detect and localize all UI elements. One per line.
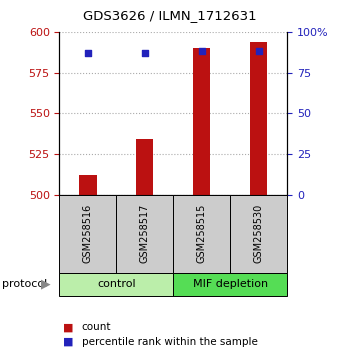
Text: GSM258517: GSM258517 bbox=[140, 204, 150, 263]
Text: ■: ■ bbox=[63, 322, 73, 332]
Text: control: control bbox=[97, 279, 136, 289]
Point bbox=[256, 48, 261, 54]
Bar bbox=[250, 42, 267, 195]
Bar bbox=[136, 139, 153, 195]
Text: ■: ■ bbox=[63, 337, 73, 347]
Text: GDS3626 / ILMN_1712631: GDS3626 / ILMN_1712631 bbox=[83, 10, 257, 22]
Text: GSM258530: GSM258530 bbox=[254, 204, 264, 263]
Text: MIF depletion: MIF depletion bbox=[193, 279, 268, 289]
Point bbox=[199, 48, 205, 54]
Text: GSM258516: GSM258516 bbox=[83, 204, 93, 263]
Text: GSM258515: GSM258515 bbox=[197, 204, 207, 263]
Point bbox=[142, 50, 148, 56]
Bar bbox=[80, 175, 97, 195]
Text: protocol: protocol bbox=[2, 279, 47, 289]
Text: percentile rank within the sample: percentile rank within the sample bbox=[82, 337, 257, 347]
Bar bbox=[193, 48, 210, 195]
Text: ▶: ▶ bbox=[41, 278, 51, 291]
Text: count: count bbox=[82, 322, 111, 332]
Point bbox=[85, 50, 91, 56]
